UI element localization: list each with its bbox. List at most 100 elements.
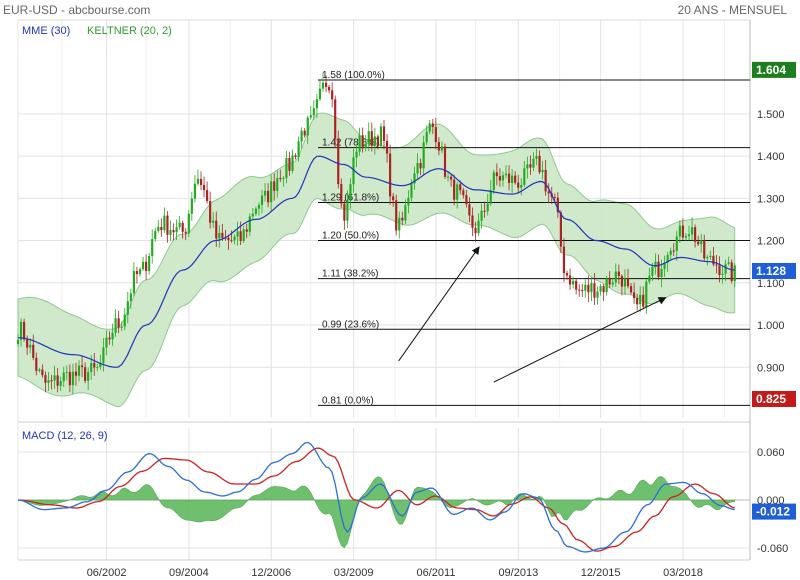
candle-body (181, 222, 184, 232)
candle-body (501, 175, 505, 181)
candle-body (260, 195, 264, 205)
candle-body (428, 123, 431, 132)
macd-histogram (17, 476, 735, 549)
trend-arrow-1 (398, 246, 480, 362)
candle-body (590, 283, 593, 293)
candle-body (724, 263, 727, 274)
candle-body (227, 237, 230, 241)
time-tick-label: 06/2011 (416, 567, 455, 579)
candle-body (690, 227, 694, 235)
candle-body (145, 261, 148, 272)
keltner-band (17, 112, 736, 408)
candle-body (526, 164, 529, 169)
candle-body (303, 130, 306, 136)
macd-badge-bg (752, 503, 796, 520)
candle-body (126, 301, 129, 315)
candle-body (80, 365, 84, 368)
candle-body (575, 280, 578, 290)
candle-body (541, 169, 544, 173)
fib-label: 1.42 (78.6%) (322, 138, 379, 149)
candle-body (401, 217, 404, 221)
candle-body (233, 236, 236, 241)
candle-body (138, 269, 142, 275)
price-badge-1-text: 1.604 (756, 63, 786, 77)
candle-body (523, 168, 526, 185)
price-badge-1-bg (752, 61, 796, 78)
candle-body (184, 231, 187, 234)
candle-body (32, 344, 35, 358)
candle-body (489, 190, 492, 204)
candle-body (578, 289, 581, 291)
candle-body (35, 357, 38, 371)
candle-body (267, 190, 270, 203)
price-tick-label: 1.000 (757, 320, 785, 332)
time-tick-label: 09/2013 (498, 567, 538, 579)
candle-body (263, 190, 267, 196)
candle-body (599, 286, 602, 292)
time-tick-label: 12/2015 (581, 567, 621, 579)
candle-body (718, 265, 721, 275)
candle-body (41, 369, 44, 376)
candle-body (572, 280, 575, 285)
candle-body (633, 292, 636, 299)
keltner-legend: KELTNER (20, 2) (87, 25, 172, 37)
candle-body (157, 226, 160, 231)
candle-body (623, 278, 627, 287)
candle-body (608, 278, 611, 285)
candle-body (166, 215, 169, 235)
time-tick-label: 03/2018 (663, 567, 703, 579)
candle-body (614, 271, 617, 283)
candle-body (462, 190, 465, 196)
price-axis: 0.900 1.000 1.100 1.200 1.300 1.400 1.500 (757, 109, 785, 374)
time-tick-label: 06/2002 (87, 567, 127, 579)
candle-body (312, 108, 315, 116)
candle-body (90, 362, 93, 372)
candle-body (468, 204, 471, 216)
candle-body (212, 220, 215, 223)
candle-body (392, 196, 395, 201)
candle-body (175, 227, 178, 233)
candle-body (617, 271, 620, 276)
candle-body (584, 284, 587, 291)
candle-body (102, 347, 105, 364)
candle-body (297, 141, 300, 157)
candle-body (349, 184, 352, 200)
candle-body (23, 321, 26, 340)
candle-body (700, 240, 703, 245)
candle-body (422, 142, 425, 169)
candle-body (321, 82, 325, 89)
candle-body (132, 271, 135, 294)
candle-body (657, 261, 660, 278)
candle-body (636, 298, 639, 305)
candle-body (276, 178, 279, 191)
candle-body (84, 367, 87, 381)
candle-body (288, 157, 291, 171)
mme-line (17, 155, 735, 368)
candle-body (77, 365, 81, 376)
candle-body (727, 262, 730, 264)
candle-body (568, 275, 572, 285)
time-tick-label: 12/2006 (251, 567, 291, 579)
candle-body (645, 281, 648, 307)
candle-body (480, 210, 483, 221)
macd-tick-label: 0.060 (757, 447, 785, 459)
candle-body (68, 371, 71, 386)
candle-body (318, 88, 322, 100)
candle-body (16, 339, 20, 345)
candle-body (730, 262, 733, 282)
candle-body (556, 197, 559, 213)
candle-body (141, 261, 145, 270)
price-badge-1: 1.604 (752, 61, 796, 78)
candle-body (135, 271, 139, 275)
candle-body (96, 367, 99, 369)
candle-body (538, 155, 541, 173)
macd-legend: MACD (12, 26, 9) (22, 430, 108, 442)
candle-body (437, 142, 440, 151)
candle-body (446, 176, 450, 178)
candle-body (675, 236, 678, 251)
price-badge-3-text: 0.825 (756, 392, 786, 406)
candle-body (218, 232, 221, 239)
candle-body (697, 241, 700, 245)
